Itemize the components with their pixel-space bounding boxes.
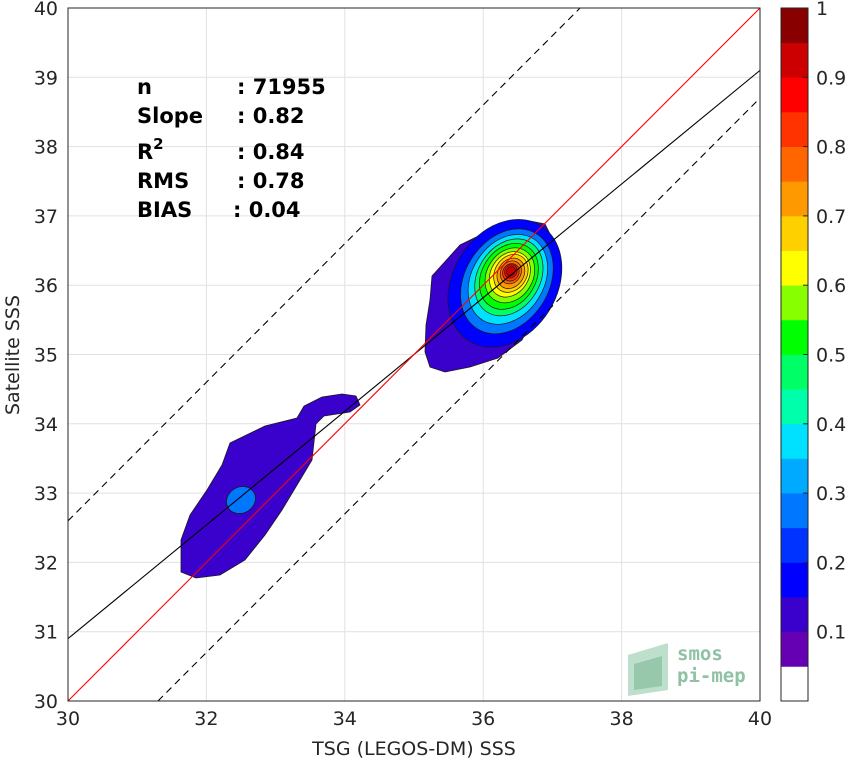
y-tick-label: 33 <box>34 483 58 505</box>
y-axis-label: Satellite SSS <box>2 295 24 415</box>
colorbar-segment <box>781 354 808 390</box>
colorbar-segment <box>781 666 808 702</box>
colorbar-tick-label: 0.3 <box>816 483 846 505</box>
density-contour-low <box>180 393 361 579</box>
colorbar-segment <box>781 250 808 286</box>
colorbar-segment <box>781 8 808 44</box>
colorbar-segment <box>781 111 808 147</box>
colorbar-segment <box>781 42 808 78</box>
x-tick-labels: 30 32 34 36 38 40 <box>56 708 772 730</box>
colorbar-tick-label: 0.9 <box>816 67 846 89</box>
x-tick-label: 30 <box>56 708 80 730</box>
stat-label: n <box>137 75 152 99</box>
colorbar-segment <box>781 562 808 598</box>
x-tick-label: 40 <box>748 708 772 730</box>
colorbar-segment <box>781 77 808 113</box>
x-tick-label: 36 <box>471 708 495 730</box>
upper-bound-line <box>67 7 581 522</box>
colorbar-tick-label: 1 <box>816 0 828 20</box>
stat-value: : 0.84 <box>237 140 305 164</box>
colorbar-segment <box>781 319 808 355</box>
y-tick-label: 37 <box>34 206 58 228</box>
colorbar-segment <box>781 181 808 217</box>
colorbar-tick-label: 0.6 <box>816 275 846 297</box>
colorbar-segment <box>781 597 808 633</box>
x-tick-label: 32 <box>194 708 218 730</box>
x-tick-label: 38 <box>610 708 634 730</box>
colorbar <box>780 7 809 702</box>
y-tick-labels: 30 31 32 33 34 35 36 37 38 39 40 <box>34 0 58 713</box>
colorbar-segment <box>781 285 808 321</box>
y-tick-label: 39 <box>34 67 58 89</box>
colorbar-segment <box>781 215 808 251</box>
lower-bound-line <box>157 97 761 702</box>
colorbar-tick-labels: 0.1 0.2 0.3 0.4 0.5 0.6 0.7 0.8 0.9 1 <box>803 0 846 644</box>
colorbar-tick-label: 0.8 <box>816 137 846 159</box>
y-tick-label: 30 <box>34 691 58 713</box>
stat-value: : 0.82 <box>237 104 305 128</box>
logo-line2: pi-mep <box>677 665 746 687</box>
colorbar-segment <box>781 493 808 529</box>
y-tick-label: 40 <box>34 0 58 20</box>
stat-label: Slope <box>137 104 203 128</box>
stat-label: R2 <box>137 135 164 164</box>
stat-value: : 71955 <box>237 75 326 99</box>
colorbar-tick-label: 0.5 <box>816 345 846 367</box>
colorbar-segment <box>781 527 808 563</box>
smos-pimep-logo: smos pi-mep <box>628 643 746 696</box>
y-tick-label: 35 <box>34 345 58 367</box>
colorbar-segment <box>781 389 808 425</box>
reference-lines <box>67 7 761 702</box>
stat-value: : 0.04 <box>233 198 301 222</box>
y-tick-label: 31 <box>34 622 58 644</box>
colorbar-segment <box>781 458 808 494</box>
y-tick-label: 34 <box>34 414 58 436</box>
colorbar-segment <box>781 631 808 667</box>
colorbar-segment <box>781 146 808 182</box>
logo-line1: smos <box>677 643 723 665</box>
identity-line <box>67 7 761 702</box>
y-tick-label: 32 <box>34 552 58 574</box>
y-tick-label: 36 <box>34 275 58 297</box>
stat-label: RMS <box>137 169 189 193</box>
colorbar-tick-label: 0.7 <box>816 206 846 228</box>
logo-wave-icon-2 <box>634 656 662 690</box>
x-tick-label: 34 <box>333 708 357 730</box>
colorbar-tick-label: 0.2 <box>816 552 846 574</box>
colorbar-tick-label: 0.4 <box>816 414 846 436</box>
density-contours <box>180 219 563 579</box>
x-axis-label: TSG (LEGOS-DM) SSS <box>311 738 516 760</box>
plot-frame <box>67 7 761 702</box>
colorbar-tick-label: 0.1 <box>816 622 846 644</box>
y-tick-label: 38 <box>34 137 58 159</box>
stat-value: : 0.78 <box>237 169 305 193</box>
colorbar-segment <box>781 423 808 459</box>
stats-box: n : 71955 Slope : 0.82 R2 : 0.84 RMS : 0.78 BIAS… <box>137 75 326 222</box>
stat-label: BIAS <box>137 198 192 222</box>
